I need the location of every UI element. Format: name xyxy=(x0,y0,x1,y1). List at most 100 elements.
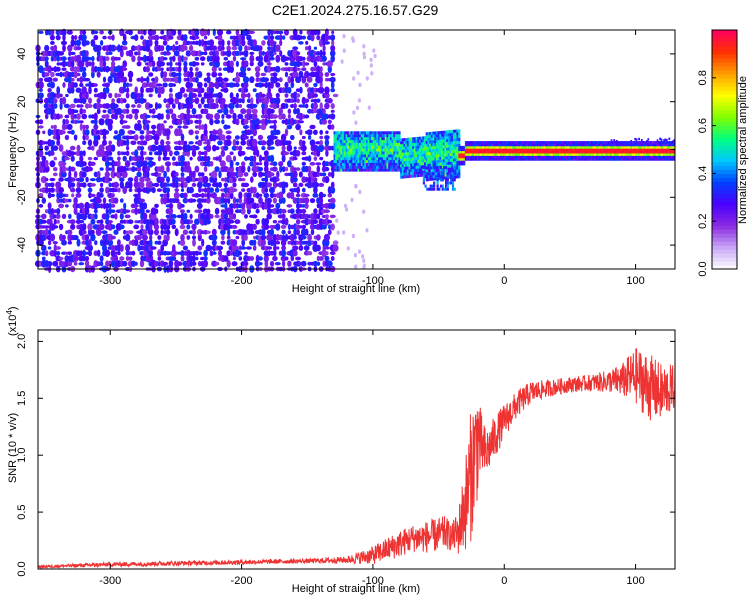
spectrogram-cell xyxy=(480,155,483,159)
spectrogram-cell xyxy=(194,56,200,61)
spectrogram-cell xyxy=(117,156,121,161)
spectrogram-cell xyxy=(566,155,568,159)
spectrogram-cell xyxy=(295,256,302,261)
spectrogram-cell xyxy=(360,162,363,166)
spectrogram-cell xyxy=(304,165,310,173)
spectrogram-cell xyxy=(408,152,411,155)
spectrogram-cell xyxy=(610,155,613,159)
spectrogram-cell xyxy=(284,217,289,226)
spectrogram-cell xyxy=(572,157,575,161)
spectrogram-cell xyxy=(93,34,99,41)
spectrogram-cell xyxy=(441,173,444,177)
spectrogram-cell xyxy=(221,46,225,51)
spectrogram-cell xyxy=(534,153,537,156)
spectrogram-cell xyxy=(145,223,151,231)
spectrogram-cell xyxy=(410,157,413,161)
spectrogram-cell xyxy=(140,149,144,157)
spectrogram-cell xyxy=(350,134,353,138)
spectrogram-cell xyxy=(211,234,218,241)
spectrogram-cell xyxy=(415,145,418,149)
spectrogram-cell xyxy=(159,260,165,268)
spectrogram-cell xyxy=(331,170,335,179)
spectrogram-cell xyxy=(63,103,70,109)
spectrogram-cell xyxy=(203,35,208,40)
spectrogram-cell xyxy=(231,188,238,193)
spectrogram-cell xyxy=(522,143,525,147)
spectrogram-cell xyxy=(606,157,609,161)
spectrogram-cell xyxy=(635,153,638,156)
spectrogram-cell xyxy=(203,166,208,173)
spectrogram-cell xyxy=(429,157,432,161)
spectrogram-cell xyxy=(250,97,254,105)
spectrogram-cell xyxy=(454,144,457,147)
spectrogram-cell xyxy=(348,168,352,172)
spectrogram-cell xyxy=(510,143,513,147)
spectrogram-cell xyxy=(353,253,357,258)
spectrogram-cell xyxy=(154,228,159,236)
spectrogram-cell xyxy=(321,172,327,177)
spectrogram-cell xyxy=(623,141,626,144)
spectrogram-cell xyxy=(101,128,108,136)
spectrogram-cell xyxy=(520,148,522,152)
spectrogram-cell xyxy=(581,150,584,154)
spectrogram-cell xyxy=(393,139,396,143)
spectrogram-cell xyxy=(343,131,346,135)
spectrogram-cell xyxy=(232,138,237,147)
spectrogram-cell xyxy=(50,55,55,62)
spectrogram-cell xyxy=(551,141,554,144)
spectrogram-cell xyxy=(474,143,476,147)
spectrogram-cell xyxy=(410,151,413,155)
spectrogram-cell xyxy=(108,207,112,215)
spectrogram-cell xyxy=(546,153,549,156)
spectrogram-cell xyxy=(362,131,365,135)
spectrogram-cell xyxy=(295,202,301,209)
spectrogram-cell xyxy=(527,150,530,154)
spectrogram-cell xyxy=(93,260,99,268)
spectrogram-cell xyxy=(548,145,551,149)
spectrogram-cell xyxy=(608,157,610,161)
spectrogram-cell xyxy=(550,155,552,159)
spectrogram-cell xyxy=(430,157,433,161)
spectrogram-cell xyxy=(116,133,122,142)
spectrogram-cell xyxy=(128,29,133,36)
spectrogram-cell xyxy=(148,180,153,189)
spectrogram-cell xyxy=(273,193,277,198)
spectrogram-cell xyxy=(105,260,110,268)
spectrogram-cell xyxy=(393,145,396,149)
spectrogram-cell xyxy=(369,63,373,68)
spectrogram-cell xyxy=(217,109,223,114)
spectrogram-cell xyxy=(292,66,298,72)
spectrogram-cell xyxy=(633,157,635,161)
spectrogram-cell xyxy=(472,145,475,149)
spectrogram-cell xyxy=(215,97,219,104)
spectrogram-cell xyxy=(102,91,107,100)
spectrogram-cell xyxy=(442,145,445,149)
spectrogram-cell xyxy=(413,163,416,166)
spectrogram-cell xyxy=(441,159,444,163)
spectrogram-cell xyxy=(377,154,381,158)
spectrogram-cell xyxy=(84,201,90,210)
spectrogram-cell xyxy=(56,139,61,146)
spectrogram-cell xyxy=(625,155,627,159)
spectrogram-cell xyxy=(405,160,408,164)
spectrogram-cell xyxy=(510,148,513,152)
spectrogram-cell xyxy=(602,155,605,159)
spectrogram-cell xyxy=(173,150,180,156)
spectrogram-cell xyxy=(123,81,127,89)
spectrogram-cell xyxy=(364,139,367,143)
spectrogram-cell xyxy=(530,145,533,149)
spectrogram-cell xyxy=(562,145,564,149)
spectrogram-cell xyxy=(425,160,428,164)
spectrogram-cell xyxy=(377,148,381,152)
spectrogram-cell xyxy=(604,150,606,154)
spectrogram-cell xyxy=(429,146,432,150)
spectrogram-cell xyxy=(88,57,92,61)
spectrogram-cell xyxy=(157,103,162,109)
spectrogram-cell xyxy=(513,150,516,154)
spectrogram-cell xyxy=(489,150,492,154)
spectrogram-cell xyxy=(342,157,345,161)
spectrogram-cell xyxy=(336,157,340,161)
spectrogram-cell xyxy=(84,239,90,246)
spectrogram-cell xyxy=(538,148,541,152)
spectrogram-cell xyxy=(336,145,340,149)
